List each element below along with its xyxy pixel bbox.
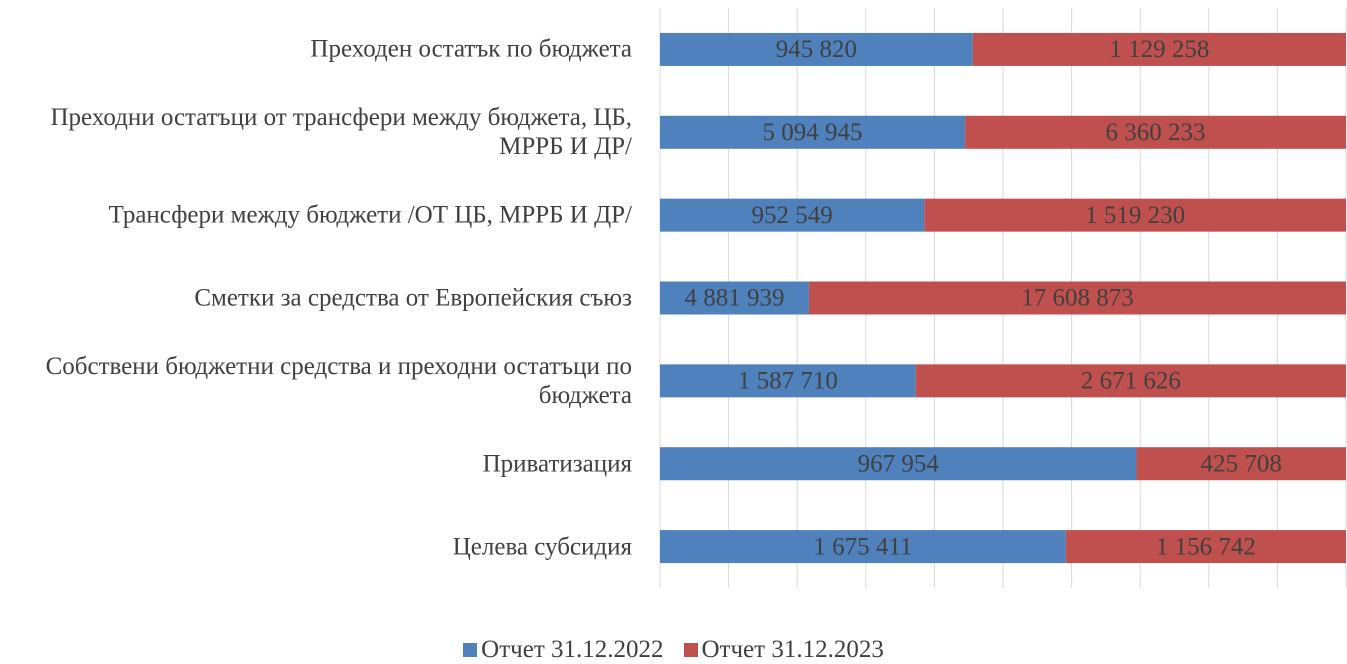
category-label: Преходен остатък по бюджета <box>310 35 632 63</box>
bar-segment <box>1065 530 1346 564</box>
category-label: Преходни остатъци от трансфери между бюд… <box>50 104 632 161</box>
value-label: 952 549 <box>752 202 833 229</box>
category-label: Собствени бюджетни средства и преходни о… <box>45 352 632 409</box>
bar-segment <box>972 32 1346 66</box>
bar-segment <box>660 281 809 315</box>
legend-item: Отчет 31.12.2023 <box>683 636 884 664</box>
value-label: 17 608 873 <box>1021 285 1134 312</box>
value-label: 1 129 258 <box>1109 36 1209 63</box>
bar-segment <box>660 32 973 66</box>
chart: 945 820 1 129 258 5 094 945 6 360 233 952 54… <box>659 8 1347 588</box>
value-label: 2 671 626 <box>1081 368 1181 395</box>
legend-item: Отчет 31.12.2022 <box>463 636 664 664</box>
category-label: Приватизация <box>482 450 632 478</box>
category-label: Трансфери между бюджети /ОТ ЦБ, МРРБ И Д… <box>108 201 633 229</box>
legend-label: Отчет 31.12.2023 <box>701 636 884 663</box>
value-label: 425 708 <box>1201 450 1282 477</box>
bar-segment <box>924 198 1346 232</box>
value-label: 967 954 <box>858 450 940 477</box>
bar-segment <box>660 447 1137 481</box>
bar-segment <box>660 198 925 232</box>
value-label: 1 519 230 <box>1085 202 1185 229</box>
value-label: 1 156 742 <box>1156 533 1256 560</box>
bar-segment <box>1136 447 1346 481</box>
value-label: 945 820 <box>776 36 857 63</box>
value-label: 6 360 233 <box>1106 119 1206 146</box>
value-label: 1 675 411 <box>813 533 912 560</box>
legend-label: Отчет 31.12.2022 <box>481 636 664 663</box>
category-label: Сметки за средства от Европейския съюз <box>194 284 632 312</box>
legend: Отчет 31.12.2022 Отчет 31.12.2023 <box>0 636 1347 664</box>
value-label: 5 094 945 <box>763 119 863 146</box>
bar-segment <box>660 364 916 398</box>
value-label: 1 587 710 <box>738 368 838 395</box>
bar-segment <box>660 115 966 149</box>
bar-segment <box>915 364 1346 398</box>
legend-swatch <box>463 643 478 657</box>
bar-segment <box>660 530 1066 564</box>
bar-segment <box>808 281 1346 315</box>
category-label: Целева субсидия <box>452 533 632 561</box>
bar-segment <box>965 115 1346 149</box>
legend-swatch <box>683 643 698 657</box>
value-label: 4 881 939 <box>684 285 784 312</box>
